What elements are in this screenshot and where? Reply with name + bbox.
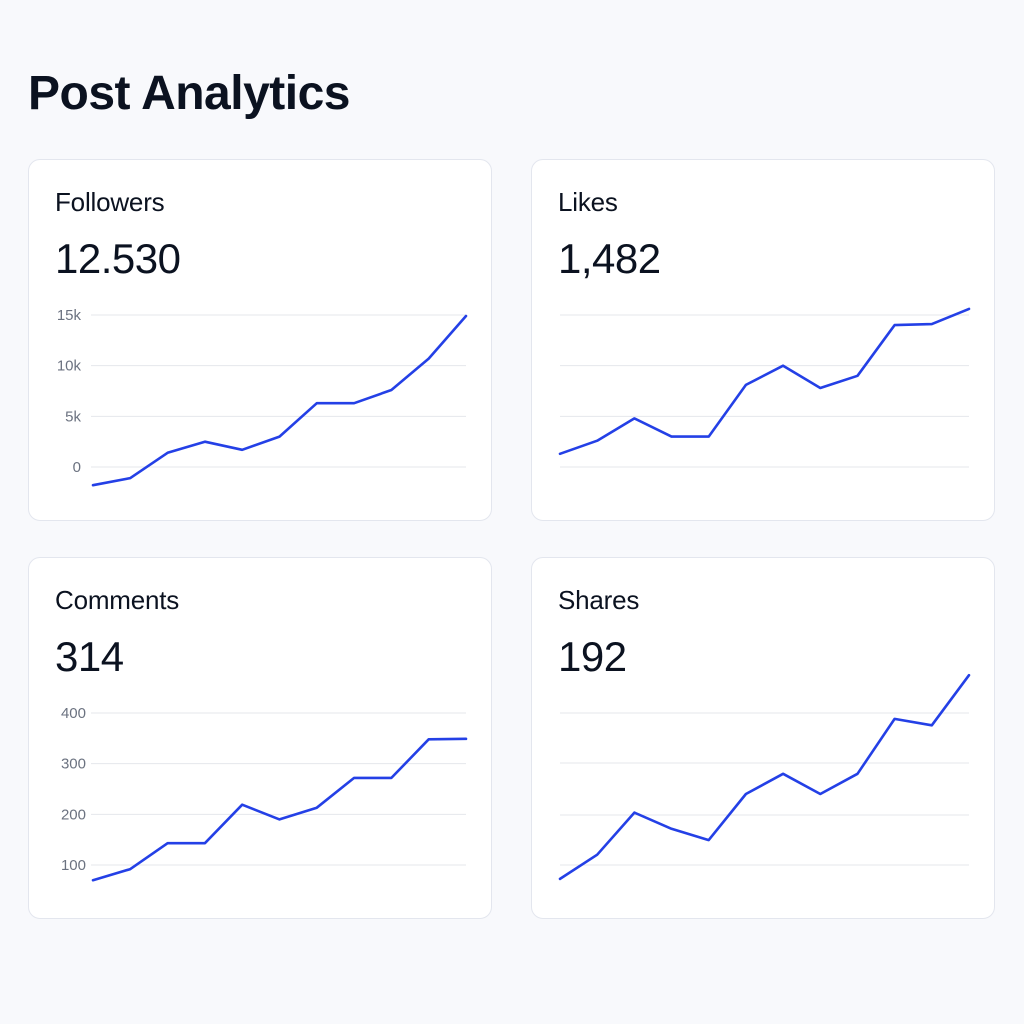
y-tick-label: 0 [73, 459, 81, 476]
likes-card-title: Likes [558, 187, 618, 217]
followers-card: Followers 12.530 0 5k 10k 15k [28, 159, 492, 521]
followers-chart: 0 5k 10k 15k [57, 307, 468, 487]
likes-chart [558, 307, 971, 468]
y-tick-label: 100 [61, 857, 86, 874]
followers-card-value: 12.530 [55, 235, 181, 282]
shares-card: Shares 192 [531, 557, 995, 919]
y-tick-label: 15k [57, 307, 82, 324]
series-line [558, 673, 971, 881]
comments-chart: 100 200 300 400 [61, 705, 468, 882]
series-line [91, 314, 468, 487]
y-tick-label: 400 [61, 705, 86, 722]
y-tick-label: 300 [61, 756, 86, 773]
likes-card-value: 1,482 [558, 235, 661, 282]
comments-card-value: 314 [55, 633, 124, 680]
comments-card-title: Comments [55, 585, 180, 615]
shares-chart [558, 673, 971, 881]
series-line [91, 737, 468, 882]
y-tick-label: 200 [61, 806, 86, 823]
shares-card-title: Shares [558, 585, 640, 615]
likes-card: Likes 1,482 [531, 159, 995, 521]
y-tick-label: 10k [57, 358, 82, 375]
page-title: Post Analytics [28, 67, 351, 120]
followers-card-title: Followers [55, 187, 165, 217]
series-line [558, 307, 971, 456]
shares-card-value: 192 [558, 633, 627, 680]
y-tick-label: 5k [65, 408, 81, 425]
comments-card: Comments 314 100 200 300 400 [28, 557, 492, 919]
